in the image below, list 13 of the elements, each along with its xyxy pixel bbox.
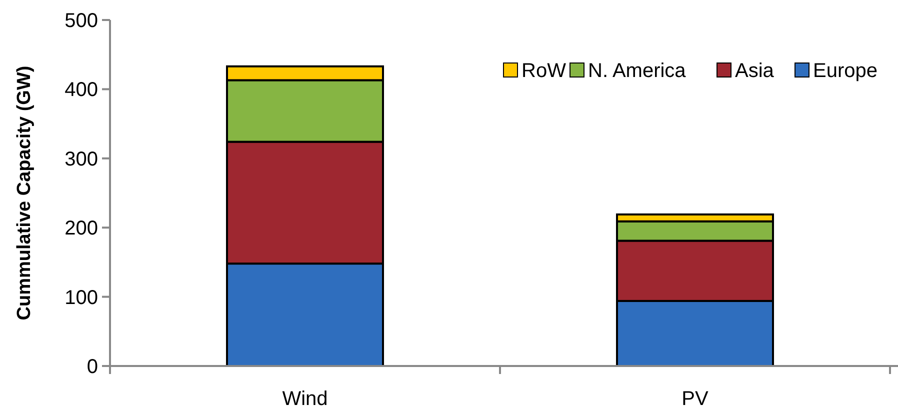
y-tick-label: 500 bbox=[64, 10, 98, 32]
y-tick-label: 400 bbox=[64, 79, 98, 102]
y-tick-label: 100 bbox=[64, 286, 98, 309]
x-tick-label: PV bbox=[682, 388, 709, 410]
legend-label: Europe bbox=[813, 60, 878, 82]
legend-label: N. America bbox=[588, 60, 687, 82]
y-axis-title: Cummulative Capacity (GW) bbox=[14, 66, 35, 320]
y-tick-label: 300 bbox=[64, 148, 98, 170]
x-tick-label: Wind bbox=[282, 388, 328, 410]
legend-label: RoW bbox=[522, 60, 566, 82]
y-tick-label: 0 bbox=[86, 356, 98, 378]
y-tick-label: 200 bbox=[64, 218, 98, 240]
legend-label: Asia bbox=[735, 60, 775, 82]
